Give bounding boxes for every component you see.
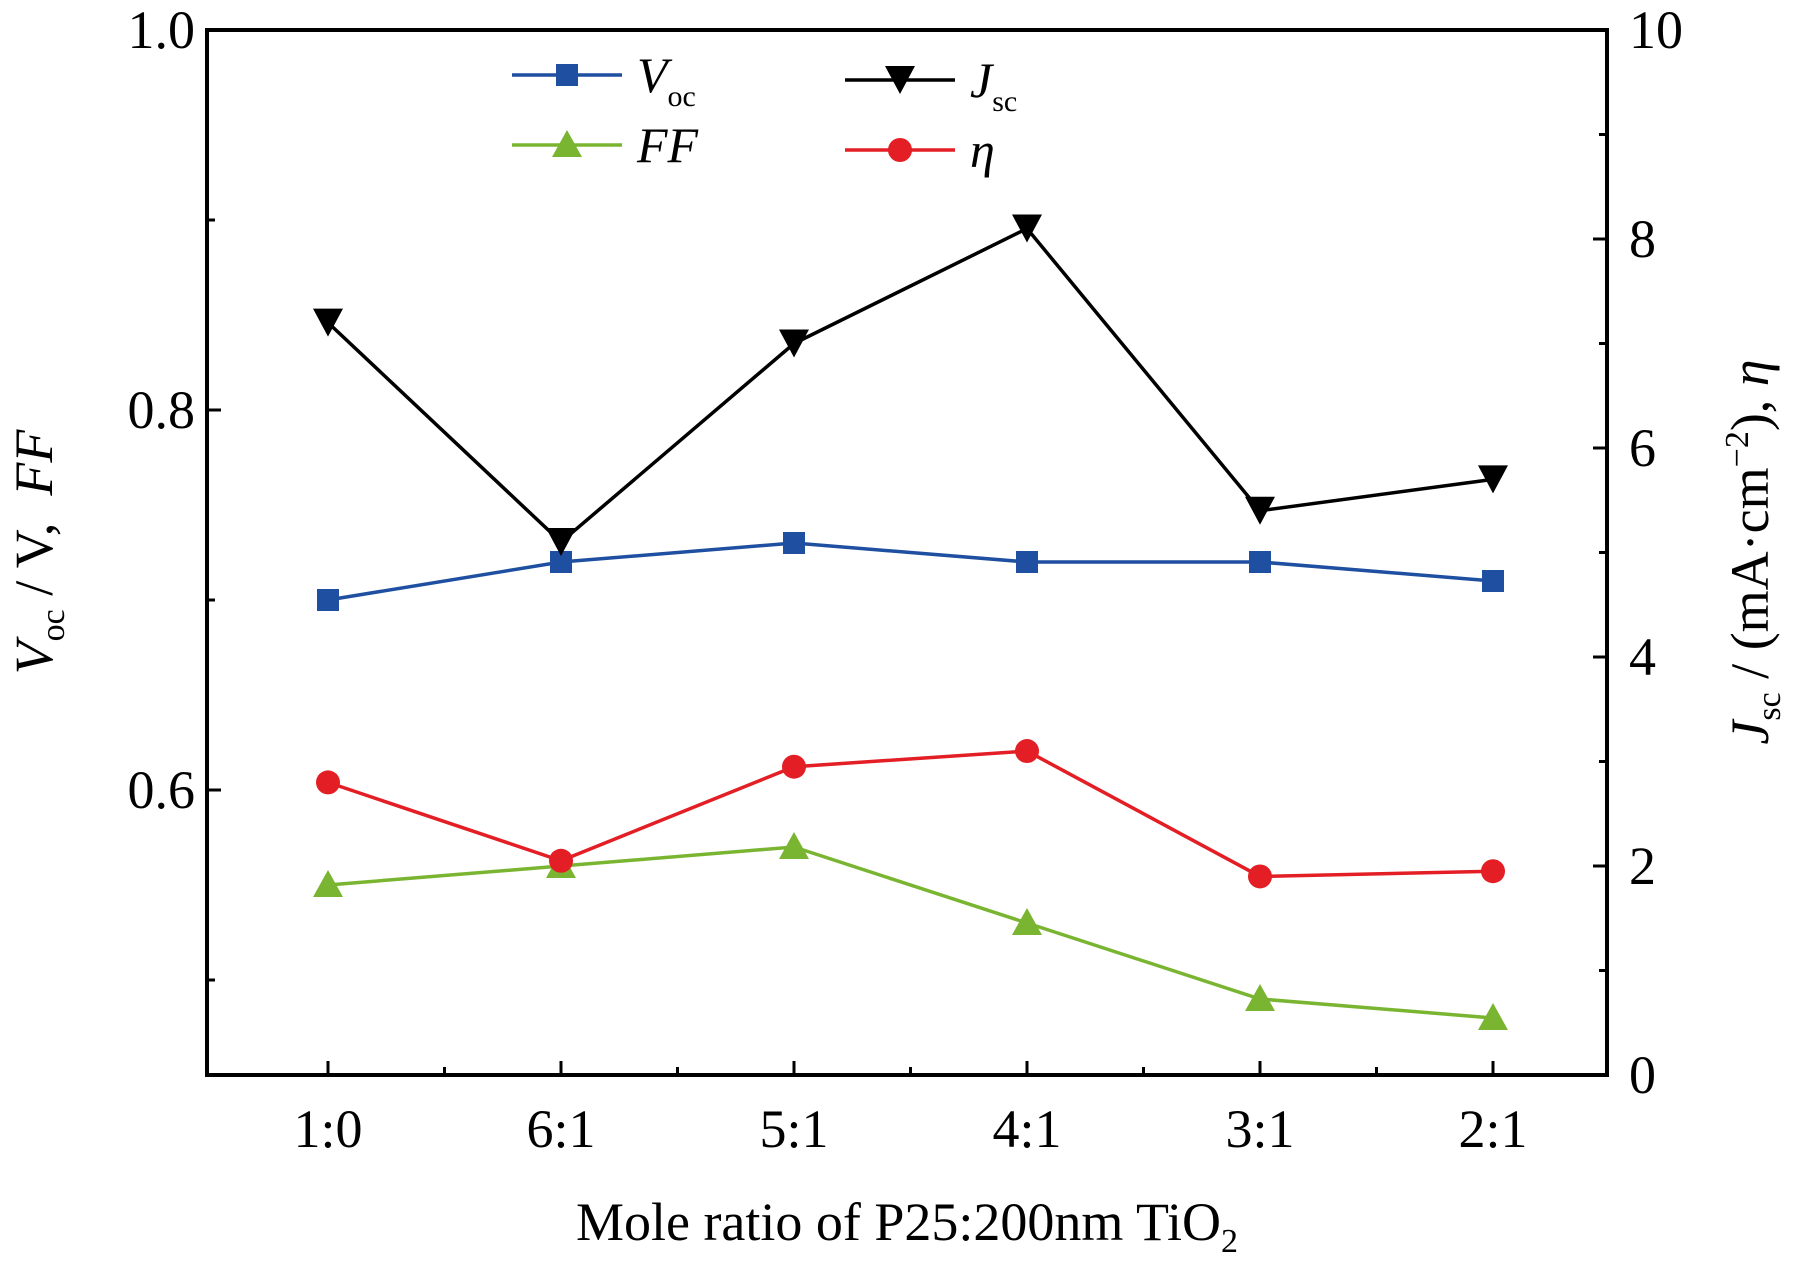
legend-marker-voc (556, 64, 578, 86)
x-axis-title-main: Mole ratio of P25:200nm TiO (576, 1192, 1221, 1252)
legend-label-voc-main: V (637, 47, 673, 103)
y-right-tick-label: 6 (1629, 418, 1656, 478)
data-point-voc (317, 589, 339, 611)
series-line-eta (327, 749, 1494, 879)
data-point-eta (316, 770, 340, 795)
y-right-title-exp: −2 (1719, 431, 1756, 467)
data-point-voc (550, 551, 572, 573)
data-point-jsc (313, 308, 343, 337)
data-point-jsc (1012, 214, 1042, 243)
data-point-jsc (546, 528, 576, 557)
data-point-ff (313, 870, 343, 897)
data-point-eta (1248, 864, 1272, 889)
series-markers (313, 214, 1508, 1030)
x-tick-label: 2:1 (1458, 1099, 1527, 1159)
x-axis-title-sub: 2 (1221, 1223, 1238, 1260)
data-point-voc (1249, 551, 1271, 573)
legend-label-eta: η (970, 122, 995, 178)
ticks: 1:0 6:1 5:1 4:1 3:1 2:1 0.6 0.8 1.0 0 2 4 6 8 10 (128, 0, 1684, 1159)
data-point-ff (1012, 908, 1042, 935)
series-line-ff (327, 845, 1494, 1020)
y-axis-left-title: Voc / V, FF (4, 429, 72, 675)
x-tick-label: 5:1 (759, 1099, 828, 1159)
legend-label-eta-main: η (970, 122, 995, 178)
legend-label-jsc-main: J (970, 52, 995, 108)
data-point-voc (783, 532, 805, 554)
data-point-ff (1245, 984, 1275, 1011)
y-right-title-eta: η (1720, 359, 1780, 386)
y-left-tick-label: 0.8 (128, 380, 196, 440)
y-right-tick-label: 2 (1629, 836, 1656, 896)
data-point-eta (549, 848, 573, 873)
y-left-title-mid: / V, (4, 496, 64, 610)
legend-label-jsc: Jsc (970, 52, 1017, 118)
y-left-tick-label: 1.0 (128, 0, 196, 60)
y-right-title-j: J (1720, 718, 1780, 745)
legend-label-ff: FF (636, 117, 699, 173)
legend-marker-ff (552, 130, 582, 157)
y-right-tick-label: 0 (1629, 1045, 1656, 1105)
y-right-tick-label: 10 (1629, 0, 1683, 60)
x-tick-label: 4:1 (992, 1099, 1061, 1159)
data-point-ff (1478, 1003, 1508, 1030)
y-left-title-v: V (4, 635, 64, 674)
series-line-voc (327, 541, 1494, 602)
y-left-title-ff: FF (4, 429, 64, 497)
data-point-jsc (1478, 465, 1508, 494)
data-point-eta (1015, 739, 1039, 764)
series-lines (326, 226, 1494, 1020)
y-right-title-close: ), (1720, 386, 1780, 431)
data-point-ff (779, 832, 809, 859)
y-right-title-mid: / (mA·cm (1720, 467, 1780, 692)
legend-label-voc: Voc (637, 47, 696, 113)
y-right-tick-label: 4 (1629, 627, 1656, 687)
data-point-eta (1481, 859, 1505, 884)
series-line-jsc (326, 226, 1494, 545)
x-tick-label: 3:1 (1225, 1099, 1294, 1159)
legend-label-voc-sub: oc (668, 80, 696, 113)
y-right-tick-label: 8 (1629, 209, 1656, 269)
y-right-title-sc: sc (1751, 692, 1788, 720)
legend-marker-eta (888, 138, 912, 162)
data-point-voc (1016, 551, 1038, 573)
y-left-title-oc: oc (35, 609, 72, 641)
x-tick-label: 6:1 (526, 1099, 595, 1159)
legend-label-jsc-sub: sc (992, 85, 1017, 118)
x-tick-label: 1:0 (293, 1099, 362, 1159)
legend-label-ff-main: FF (636, 117, 699, 173)
data-point-jsc (1245, 496, 1275, 525)
legend-marker-jsc (885, 66, 915, 94)
y-left-tick-label: 0.6 (128, 760, 196, 820)
data-point-jsc (779, 329, 809, 358)
x-axis-title: Mole ratio of P25:200nm TiO2 (576, 1192, 1238, 1260)
y-axis-right-title: Jsc / (mA·cm−2), η (1719, 359, 1788, 744)
data-point-eta (782, 754, 806, 779)
data-point-voc (1482, 570, 1504, 592)
